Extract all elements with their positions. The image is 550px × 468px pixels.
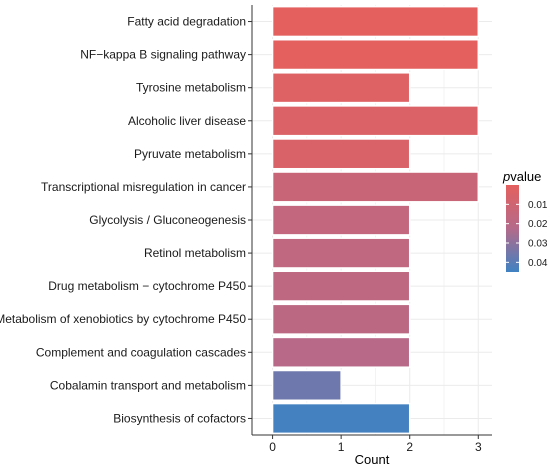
x-axis-title: Count — [355, 452, 390, 467]
bar — [271, 336, 411, 368]
x-tick-label: 1 — [338, 440, 345, 454]
y-tick-label: Metabolism of xenobiotics by cytochrome … — [0, 312, 246, 326]
y-tick-label: Complement and coagulation cascades — [36, 345, 246, 359]
bar — [271, 237, 411, 269]
legend-tick-label: 0.02 — [528, 219, 548, 230]
legend-title: pvalue — [502, 169, 541, 184]
y-tick-label: Retinol metabolism — [144, 246, 246, 260]
y-tick-label: Transcriptional misregulation in cancer — [41, 180, 246, 194]
bar — [271, 171, 480, 203]
axes: Fatty acid degradation NF−kappa B signali… — [0, 5, 492, 467]
bars — [271, 5, 480, 435]
y-tick-label: Tyrosine metabolism — [136, 81, 246, 95]
x-tick-label: 3 — [475, 440, 482, 454]
bar — [271, 105, 480, 137]
bar — [271, 72, 411, 104]
legend-title-italic: p — [502, 169, 510, 184]
legend-tick-label: 0.04 — [528, 258, 548, 269]
bar — [271, 369, 342, 402]
legend-tick-label: 0.01 — [528, 200, 548, 211]
bar — [271, 38, 480, 71]
y-tick-label: Fatty acid degradation — [127, 15, 246, 29]
legend-title-rest: value — [510, 169, 541, 184]
y-tick-label: NF−kappa B signaling pathway — [80, 48, 246, 62]
bar — [271, 204, 411, 236]
legend-tick-label: 0.03 — [528, 239, 548, 250]
y-tick-label: Alcoholic liver disease — [128, 114, 246, 128]
bar — [271, 402, 411, 435]
y-tick-label: Glycolysis / Gluconeogenesis — [89, 213, 246, 227]
y-tick-label: Cobalamin transport and metabolism — [50, 378, 246, 392]
legend-colorbar — [506, 185, 519, 272]
bar — [271, 5, 480, 38]
bar — [271, 303, 411, 335]
y-tick-label: Biosynthesis of cofactors — [113, 411, 246, 425]
legend: pvalue 0.01 0.02 0.03 0.04 — [502, 169, 548, 272]
y-tick-label: Drug metabolism − cytochrome P450 — [48, 279, 246, 293]
x-tick-label: 0 — [269, 440, 276, 454]
bar — [271, 138, 411, 170]
x-tick-label: 2 — [406, 440, 413, 454]
y-tick-label: Pyruvate metabolism — [134, 147, 246, 161]
bar — [271, 270, 411, 302]
